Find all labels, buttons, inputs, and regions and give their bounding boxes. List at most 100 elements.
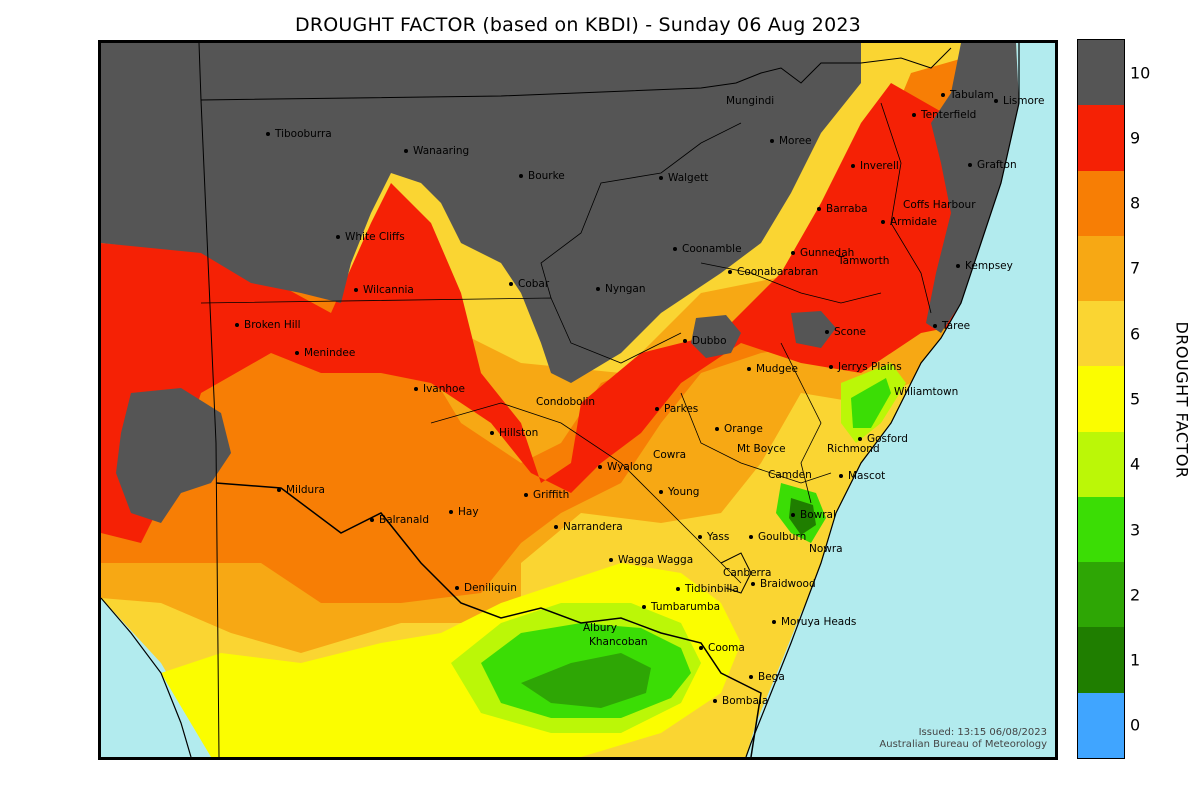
- place-label: Inverell: [851, 161, 899, 172]
- place-label: Narrandera: [554, 522, 623, 533]
- legend-tick-label: 6: [1130, 324, 1141, 344]
- legend-tick-label: 10: [1130, 63, 1151, 83]
- state-border-nsw-sa: [200, 99, 220, 757]
- legend-tick-label: 4: [1130, 454, 1141, 474]
- zone-10-north: [101, 43, 861, 383]
- ocean-southwest: [101, 598, 191, 757]
- place-label: Bega: [749, 672, 785, 683]
- place-label: Broken Hill: [235, 320, 301, 331]
- legend-tick-label: 0: [1130, 715, 1141, 735]
- place-label: Coffs Harbour: [903, 199, 976, 211]
- place-label: Armidale: [881, 217, 937, 228]
- coastline-sw: [101, 597, 192, 757]
- act-border: [720, 552, 752, 594]
- place-label: Wanaaring: [404, 146, 469, 157]
- place-label: Parkes: [655, 404, 698, 415]
- region-border-3: [700, 262, 882, 304]
- region-border-2: [540, 122, 742, 299]
- place-label: Deniliquin: [455, 583, 517, 594]
- zone-coast-green-4: [851, 378, 891, 428]
- legend-swatch: [1078, 692, 1124, 758]
- place-label: Cobar: [509, 279, 549, 290]
- place-label: Balranald: [370, 515, 429, 526]
- place-label: Lismore: [994, 96, 1044, 107]
- zone-10-west: [116, 388, 231, 523]
- legend-swatch: [1078, 431, 1124, 497]
- legend-swatch: [1078, 40, 1124, 106]
- color-legend: [1077, 39, 1125, 759]
- place-label: White Cliffs: [336, 232, 405, 243]
- place-label: Griffith: [524, 490, 569, 501]
- issued-note: Issued: 13:15 06/08/2023 Australian Bure…: [879, 727, 1047, 751]
- place-label: Bourke: [519, 171, 565, 182]
- legend-swatch: [1078, 496, 1124, 563]
- place-label: Young: [659, 487, 699, 498]
- place-label: Canberra: [723, 567, 772, 579]
- zone-10-dubbo: [691, 315, 741, 358]
- place-label: Albury: [583, 622, 617, 634]
- place-label: Hillston: [490, 428, 538, 439]
- place-label: Tumbarumba: [642, 602, 720, 613]
- place-label: Mungindi: [726, 95, 775, 107]
- legend-swatch: [1078, 170, 1124, 236]
- place-label: Mildura: [277, 485, 325, 496]
- place-label: Taree: [933, 321, 970, 332]
- place-label: Nowra: [809, 543, 843, 555]
- zone-10-northeast: [926, 43, 1019, 333]
- place-label: Nyngan: [596, 284, 645, 295]
- region-border-7: [880, 102, 932, 314]
- region-border-5: [430, 402, 742, 584]
- legend-tick-label: 9: [1130, 128, 1141, 148]
- place-label: Camden: [768, 469, 812, 481]
- state-border-nsw-vic: [215, 482, 762, 757]
- place-label: Coonamble: [673, 244, 742, 255]
- place-label: Wilcannia: [354, 285, 414, 296]
- place-label: Tabulam: [941, 90, 994, 101]
- place-label: Orange: [715, 424, 763, 435]
- ocean-east: [746, 43, 1055, 757]
- place-label: Mudgee: [747, 364, 798, 375]
- place-label: Tamworth: [838, 255, 890, 267]
- place-label: Grafton: [968, 160, 1017, 171]
- place-label: Barraba: [817, 204, 868, 215]
- map-title: DROUGHT FACTOR (based on KBDI) - Sunday …: [295, 14, 861, 36]
- legend-tick-label: 2: [1130, 585, 1141, 605]
- place-label: Condobolin: [536, 396, 596, 408]
- zone-10-scone: [791, 311, 836, 348]
- legend-swatch: [1078, 562, 1124, 628]
- legend-title: DROUGHT FACTOR: [1172, 321, 1192, 479]
- place-label: Hay: [449, 507, 479, 518]
- legend-swatch: [1078, 235, 1124, 302]
- issued-time: Issued: 13:15 06/08/2023: [918, 727, 1047, 738]
- coastline: [745, 43, 1020, 757]
- legend-tick-label: 5: [1130, 389, 1141, 409]
- place-label: Gosford: [858, 434, 908, 445]
- place-label: Menindee: [295, 348, 355, 359]
- place-label: Dubbo: [683, 336, 727, 347]
- place-label: Tidbinbilla: [676, 584, 739, 595]
- legend-swatch: [1078, 366, 1124, 432]
- place-label: Williamtown: [894, 386, 959, 398]
- zone-2: [521, 653, 651, 708]
- place-label: Coonabarabran: [728, 267, 818, 278]
- place-label: Ivanhoe: [414, 384, 465, 395]
- legend-tick-label: 7: [1130, 258, 1141, 278]
- place-label: Wyalong: [598, 462, 653, 473]
- place-label: Tenterfield: [912, 110, 976, 121]
- issuer-name: Australian Bureau of Meteorology: [879, 739, 1047, 750]
- place-label: Moree: [770, 136, 812, 147]
- map-canvas: [101, 43, 1055, 757]
- place-label: Jerrys Plains: [829, 362, 902, 373]
- place-label: Moruya Heads: [772, 617, 856, 628]
- place-label: Braidwood: [751, 579, 816, 590]
- place-label: Tibooburra: [266, 129, 332, 140]
- place-label: Gunnedah: [791, 248, 854, 259]
- legend-swatch: [1078, 301, 1124, 367]
- legend-swatch: [1078, 627, 1124, 693]
- place-label: Khancoban: [589, 636, 648, 648]
- legend-tick-label: 3: [1130, 520, 1141, 540]
- drought-map: Tibooburra Wanaaring Bourke Mungindi Mor…: [98, 40, 1058, 760]
- region-border-6: [780, 342, 822, 504]
- place-label: Yass: [698, 532, 729, 543]
- zone-8: [101, 43, 1016, 603]
